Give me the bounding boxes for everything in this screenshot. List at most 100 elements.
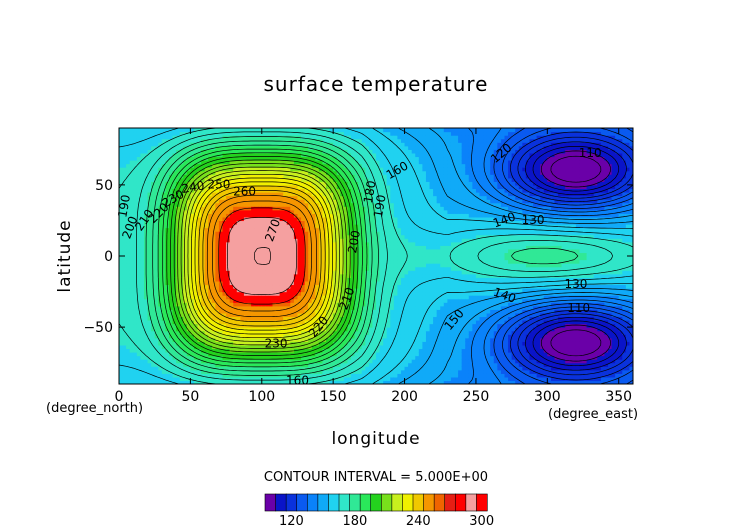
field-cell bbox=[343, 149, 349, 154]
field-cell bbox=[197, 341, 202, 346]
field-cell bbox=[279, 366, 284, 371]
field-cell bbox=[204, 309, 209, 314]
field-cell bbox=[254, 131, 259, 136]
field-cell bbox=[165, 298, 170, 303]
field-cell bbox=[143, 192, 149, 197]
field-cell bbox=[290, 277, 295, 282]
field-cell bbox=[172, 362, 177, 367]
field-cell bbox=[258, 330, 263, 335]
field-cell bbox=[254, 227, 259, 232]
field-cell bbox=[233, 138, 238, 143]
field-cell bbox=[126, 224, 131, 229]
field-cell bbox=[261, 234, 266, 239]
field-cell bbox=[297, 362, 302, 367]
field-cell bbox=[329, 380, 334, 384]
field-cell bbox=[161, 167, 166, 172]
field-cell bbox=[340, 220, 345, 225]
field-cell bbox=[140, 380, 145, 384]
field-cell bbox=[193, 355, 199, 360]
field-cell bbox=[354, 188, 359, 193]
field-cell bbox=[236, 128, 241, 133]
field-cell bbox=[315, 334, 320, 339]
field-cell bbox=[129, 231, 134, 236]
field-cell bbox=[343, 195, 349, 200]
field-cell bbox=[240, 320, 245, 325]
field-cell bbox=[308, 234, 313, 239]
field-cell bbox=[293, 380, 299, 384]
field-cell bbox=[151, 138, 156, 143]
field-cell bbox=[222, 177, 227, 182]
field-cell bbox=[147, 138, 152, 143]
field-cell bbox=[193, 288, 199, 293]
field-cell bbox=[218, 216, 224, 222]
field-cell bbox=[318, 348, 324, 353]
field-cell bbox=[290, 376, 295, 382]
field-cell bbox=[315, 263, 320, 268]
field-cell bbox=[311, 184, 316, 190]
field-cell bbox=[236, 277, 241, 282]
field-cell bbox=[272, 156, 277, 161]
field-cell bbox=[247, 302, 252, 307]
field-cell bbox=[211, 348, 216, 353]
field-cell bbox=[158, 238, 163, 243]
field-cell bbox=[211, 373, 216, 378]
field-cell bbox=[304, 188, 309, 193]
field-cell bbox=[308, 188, 313, 193]
field-cell bbox=[347, 259, 352, 264]
field-cell bbox=[197, 216, 202, 222]
field-cell bbox=[183, 241, 188, 246]
field-cell bbox=[358, 312, 363, 318]
field-cell bbox=[193, 195, 199, 200]
field-cell bbox=[268, 184, 274, 190]
field-cell bbox=[276, 202, 281, 207]
field-cell bbox=[161, 298, 166, 303]
field-cell bbox=[243, 352, 249, 357]
field-cell bbox=[240, 216, 245, 222]
field-cell bbox=[201, 184, 206, 190]
field-cell bbox=[322, 213, 327, 218]
field-cell bbox=[233, 373, 238, 378]
field-cell bbox=[261, 224, 266, 229]
field-cell bbox=[290, 312, 295, 318]
field-cell bbox=[179, 160, 184, 165]
field-cell bbox=[143, 163, 149, 168]
field-cell bbox=[322, 195, 327, 200]
field-cell bbox=[279, 192, 284, 197]
field-cell bbox=[140, 352, 145, 357]
field-cell bbox=[247, 309, 252, 314]
field-cell bbox=[133, 302, 138, 307]
field-cell bbox=[215, 220, 220, 225]
field-cell bbox=[293, 295, 299, 300]
field-cell bbox=[343, 298, 349, 303]
field-cell bbox=[272, 170, 277, 175]
field-cell bbox=[243, 362, 249, 367]
field-cell bbox=[218, 312, 224, 318]
field-cell bbox=[347, 330, 352, 335]
field-cell bbox=[290, 138, 295, 143]
field-cell bbox=[308, 206, 313, 211]
field-cell bbox=[354, 295, 359, 300]
field-cell bbox=[276, 245, 281, 250]
field-cell bbox=[136, 177, 142, 182]
field-cell bbox=[286, 362, 291, 367]
field-cell bbox=[329, 312, 334, 318]
field-cell bbox=[315, 380, 320, 384]
field-cell bbox=[168, 167, 174, 172]
field-cell bbox=[347, 302, 352, 307]
field-cell bbox=[226, 177, 231, 182]
field-cell bbox=[129, 273, 134, 278]
field-cell bbox=[261, 160, 266, 165]
field-cell bbox=[304, 273, 309, 278]
field-cell bbox=[233, 152, 238, 158]
field-cell bbox=[226, 199, 231, 204]
field-cell bbox=[197, 241, 202, 246]
field-cell bbox=[233, 277, 238, 282]
field-cell bbox=[136, 355, 142, 360]
field-cell bbox=[293, 298, 299, 303]
field-cell bbox=[326, 241, 331, 246]
field-cell bbox=[140, 181, 145, 186]
field-cell bbox=[201, 227, 206, 232]
field-cell bbox=[119, 376, 124, 382]
field-cell bbox=[179, 320, 184, 325]
field-cell bbox=[119, 316, 124, 321]
